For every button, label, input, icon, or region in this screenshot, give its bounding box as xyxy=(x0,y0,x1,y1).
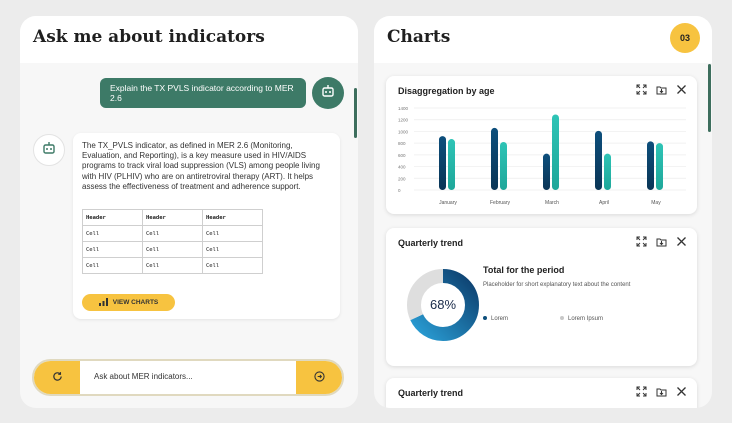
table-cell: Cell xyxy=(202,225,263,243)
table-cell: Cell xyxy=(202,257,263,275)
chat-input-bar: Ask about MER indicators... xyxy=(32,359,344,396)
bar-chart-icon xyxy=(98,297,108,308)
table-cell: Cell xyxy=(142,257,203,275)
download-icon[interactable] xyxy=(656,386,667,397)
chart-card-quarterly-2: Quarterly trend xyxy=(386,378,697,408)
table-row: Cell Cell Cell xyxy=(82,241,263,259)
table-cell: Cell xyxy=(202,241,263,259)
download-icon[interactable] xyxy=(656,84,667,95)
chart-count-badge: 03 xyxy=(670,23,700,53)
close-icon[interactable] xyxy=(676,236,687,247)
bot-message: The TX_PVLS indicator, as defined in MER… xyxy=(73,133,340,319)
table-header: Header xyxy=(202,209,263,227)
table-cell: Cell xyxy=(82,257,143,275)
send-icon xyxy=(313,369,325,387)
bar xyxy=(500,141,507,190)
table-row: Cell Cell Cell xyxy=(82,257,263,275)
bot-message-text: The TX_PVLS indicator, as defined in MER… xyxy=(82,141,320,191)
bar xyxy=(491,127,498,190)
expand-icon[interactable] xyxy=(636,236,647,247)
send-button[interactable] xyxy=(296,361,342,394)
donut-slice xyxy=(407,269,479,341)
user-avatar xyxy=(312,77,344,109)
download-icon[interactable] xyxy=(656,236,667,247)
card-title: Disaggregation by age xyxy=(398,86,495,96)
x-tick-label: April xyxy=(599,200,609,206)
total-title: Total for the period xyxy=(483,265,565,275)
x-tick-label: May xyxy=(651,200,661,206)
refresh-icon xyxy=(52,369,63,387)
bar xyxy=(543,153,550,190)
y-tick-label: 1200 xyxy=(398,118,409,123)
legend-item: Lorem Ipsum xyxy=(560,316,603,322)
quarterly-donut-chart xyxy=(407,269,479,341)
y-tick-label: 0 xyxy=(398,188,401,193)
bar xyxy=(656,143,663,190)
x-tick-label: March xyxy=(545,200,559,206)
charts-scrollbar[interactable] xyxy=(708,64,711,132)
age-bar-chart: 0 200 400 600 800 1000 1200 1400 January February… xyxy=(398,106,686,206)
bar xyxy=(552,114,559,190)
expand-icon[interactable] xyxy=(636,386,647,397)
total-description: Placeholder for short explanatory text a… xyxy=(483,282,631,288)
y-tick-label: 400 xyxy=(398,165,406,170)
bar xyxy=(448,139,455,190)
card-title: Quarterly trend xyxy=(398,388,464,398)
close-icon[interactable] xyxy=(676,84,687,95)
x-tick-label: February xyxy=(490,200,511,206)
view-charts-button[interactable]: VIEW CHARTS xyxy=(82,294,175,311)
card-title: Quarterly trend xyxy=(398,238,464,248)
refresh-button[interactable] xyxy=(34,361,80,394)
chat-panel: Ask me about indicators Explain the TX P… xyxy=(20,16,358,408)
table-cell: Cell xyxy=(82,241,143,259)
donut-percent: 68% xyxy=(429,297,457,312)
chat-header: Ask me about indicators xyxy=(20,16,358,63)
table-row: Cell Cell Cell xyxy=(82,225,263,243)
y-tick-label: 200 xyxy=(398,176,406,181)
table-header: Header xyxy=(82,209,143,227)
card-actions xyxy=(636,236,687,247)
charts-title: Charts xyxy=(387,27,451,47)
legend-item: Lorem xyxy=(483,316,508,322)
robot-icon xyxy=(321,84,335,103)
chat-title: Ask me about indicators xyxy=(33,27,265,47)
close-icon[interactable] xyxy=(676,386,687,397)
bar xyxy=(595,130,602,190)
chat-scrollbar[interactable] xyxy=(354,88,357,138)
y-tick-label: 1000 xyxy=(398,129,409,134)
bar xyxy=(439,136,446,190)
legend-label: Lorem Ipsum xyxy=(568,316,604,322)
x-tick-label: January xyxy=(439,200,457,206)
expand-icon[interactable] xyxy=(636,84,647,95)
robot-icon xyxy=(42,141,56,160)
card-actions xyxy=(636,386,687,397)
charts-header: Charts 03 xyxy=(374,16,712,63)
table-cell: Cell xyxy=(82,225,143,243)
charts-panel: Charts 03 Disaggregation by age 0 200 400 6… xyxy=(374,16,712,408)
view-charts-label: VIEW CHARTS xyxy=(112,299,159,306)
bot-avatar xyxy=(33,134,65,166)
table-header: Header xyxy=(142,209,203,227)
response-table: Header Header Header Cell Cell Cell Cell… xyxy=(82,209,263,275)
card-actions xyxy=(636,84,687,95)
chart-card-quarterly: Quarterly trend 68% Total for the period… xyxy=(386,228,697,366)
bar xyxy=(647,141,654,190)
table-cell: Cell xyxy=(142,241,203,259)
bar xyxy=(604,153,611,190)
y-tick-label: 1400 xyxy=(398,106,409,111)
legend-label: Lorem xyxy=(491,316,509,322)
y-tick-label: 600 xyxy=(398,153,406,158)
chart-card-age: Disaggregation by age 0 200 400 600 800 1000 1… xyxy=(386,76,697,214)
y-tick-label: 800 xyxy=(398,141,406,146)
table-cell: Cell xyxy=(142,225,203,243)
user-message: Explain the TX PVLS indicator according … xyxy=(100,78,306,108)
chat-input[interactable]: Ask about MER indicators... xyxy=(94,372,193,381)
